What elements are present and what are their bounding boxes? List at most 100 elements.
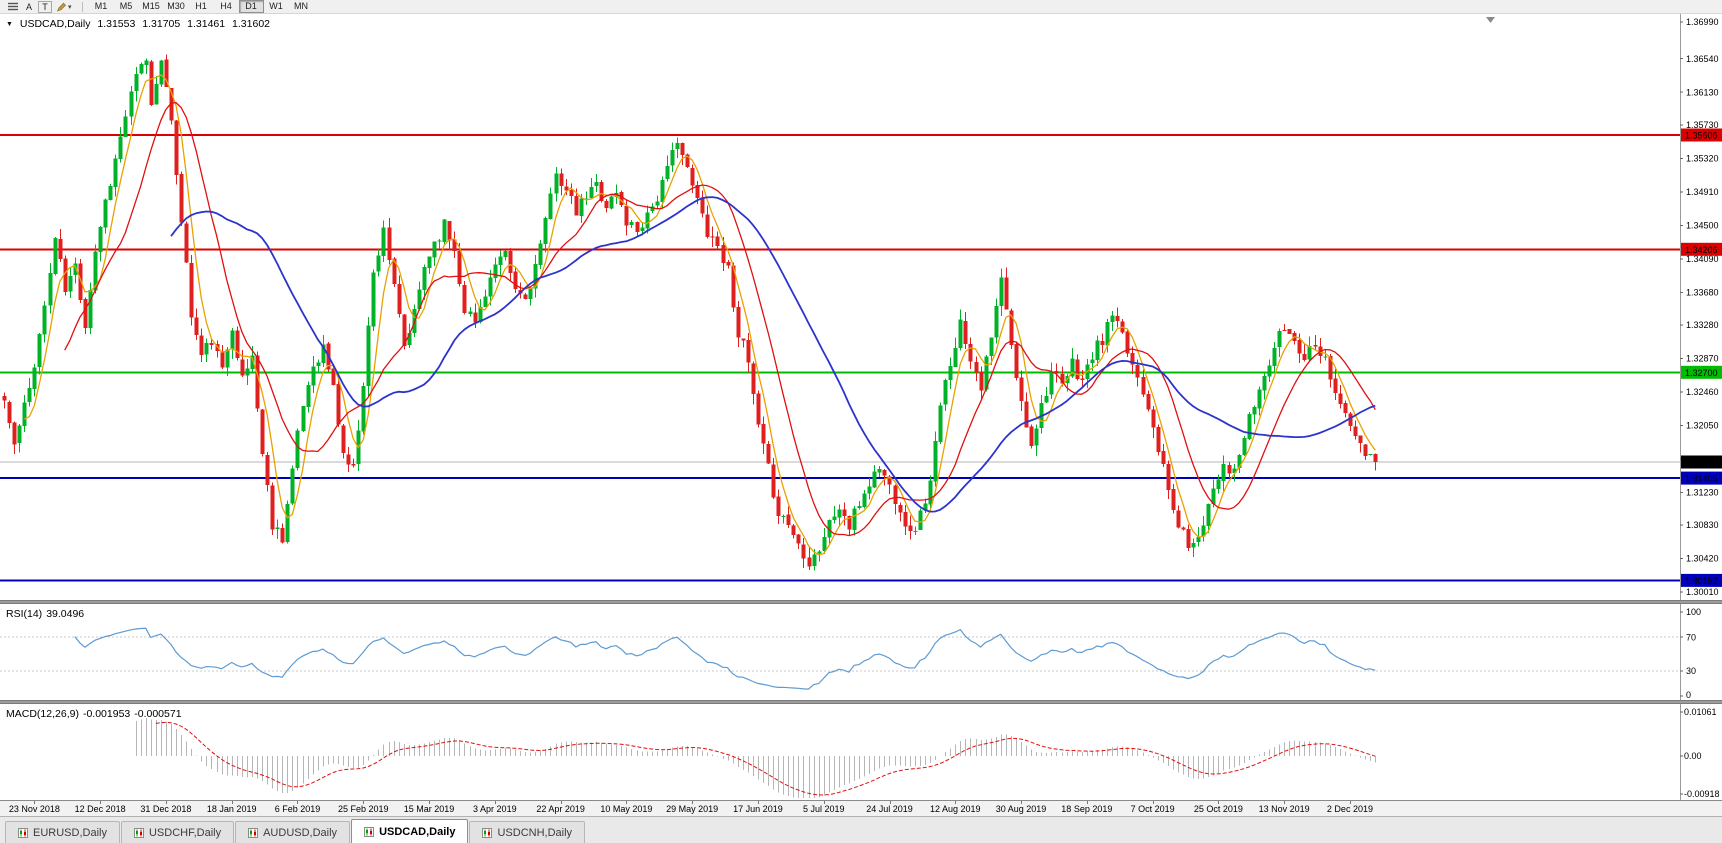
price-tick-label[interactable]: 1.33280 xyxy=(1686,320,1719,330)
period-button-m1[interactable]: M1 xyxy=(94,1,108,11)
tab-usdcnh-daily[interactable]: USDCNH,Daily xyxy=(469,821,586,843)
time-tick xyxy=(560,801,562,804)
date-label: 12 Aug 2019 xyxy=(929,804,981,814)
price-tick-label[interactable]: 1.30830 xyxy=(1686,520,1719,530)
svg-text:1.34206: 1.34206 xyxy=(1685,245,1718,255)
price-badge-1.31602: 1.31602 xyxy=(1681,455,1722,469)
svg-text:1.32700: 1.32700 xyxy=(1685,368,1718,378)
panel-splitter[interactable] xyxy=(0,600,1722,604)
tab-label: USDCNH,Daily xyxy=(497,826,573,839)
time-tick xyxy=(757,801,759,804)
time-tick xyxy=(231,801,233,804)
tab-usdchf-daily[interactable]: USDCHF,Daily xyxy=(120,821,235,843)
oneclick-arrow-icon[interactable]: ▼ xyxy=(6,21,13,28)
macd-chart-svg[interactable]: 0.01061 0.00 -0.00918 xyxy=(0,704,1722,800)
period-button-h4[interactable]: H4 xyxy=(220,1,232,11)
price-tick-label[interactable]: 1.34090 xyxy=(1686,254,1719,264)
date-label: 13 Nov 2019 xyxy=(1258,804,1310,814)
period-button-m30[interactable]: M30 xyxy=(167,1,185,11)
price-tick-label[interactable]: 1.36130 xyxy=(1686,87,1719,97)
date-label: 29 May 2019 xyxy=(666,804,719,814)
period-button-h1[interactable]: H1 xyxy=(195,1,207,11)
macd-label: MACD(12,26,9) -0.001953 -0.000571 xyxy=(6,708,186,720)
toolbar-divider xyxy=(81,1,83,12)
tab-label: USDCAD,Daily xyxy=(379,825,456,838)
price-tick-label[interactable]: 1.36990 xyxy=(1686,17,1719,27)
price-badge-1.35606: 1.35606 xyxy=(1681,128,1722,142)
date-label: 25 Feb 2019 xyxy=(337,804,389,814)
period-button-w1[interactable]: W1 xyxy=(269,1,283,11)
date-label: 12 Dec 2018 xyxy=(74,804,126,814)
time-tick xyxy=(1021,801,1023,804)
price-tick-label[interactable]: 1.32460 xyxy=(1686,387,1719,397)
windows-menu-icon[interactable] xyxy=(4,0,22,13)
period-button-m15[interactable]: M15 xyxy=(142,1,160,11)
chart-icon xyxy=(18,827,28,838)
ma-slow-line xyxy=(170,196,1376,513)
date-label: 24 Jul 2019 xyxy=(866,804,913,814)
time-tick xyxy=(494,801,496,804)
price-badge-1.31405: 1.31405 xyxy=(1681,471,1722,485)
panel-splitter[interactable] xyxy=(0,700,1722,704)
chevron-down-icon: ▾ xyxy=(68,3,72,11)
time-tick xyxy=(165,801,167,804)
price-tick-label[interactable]: 1.32870 xyxy=(1686,354,1719,364)
price-chart-svg[interactable]: 1.36990 1.36540 1.36130 1.35730 1.35320 1.349… xyxy=(0,14,1722,600)
date-label: 6 Feb 2019 xyxy=(274,804,321,814)
period-button-m5[interactable]: M5 xyxy=(119,1,133,11)
time-tick xyxy=(955,801,957,804)
date-label: 3 Apr 2019 xyxy=(473,804,517,814)
date-label: 18 Sep 2019 xyxy=(1061,804,1113,814)
cursor-a-button[interactable]: A xyxy=(22,0,36,13)
macd-tick-label: -0.00918 xyxy=(1684,789,1720,799)
rsi-tick-label: 100 xyxy=(1686,607,1701,617)
date-label: 30 Aug 2019 xyxy=(995,804,1047,814)
main-chart-panel[interactable]: ▼ USDCAD,Daily 1.31553 1.31705 1.31461 1… xyxy=(0,14,1722,600)
period-button-d1[interactable]: D1 xyxy=(238,0,264,13)
price-tick-label[interactable]: 1.35730 xyxy=(1686,120,1719,130)
time-tick xyxy=(34,801,36,804)
text-tool-button[interactable]: T xyxy=(38,0,52,13)
price-tick-label[interactable]: 1.34910 xyxy=(1686,187,1719,197)
macd-panel[interactable]: MACD(12,26,9) -0.001953 -0.000571 0.01061 0… xyxy=(0,704,1722,800)
time-tick xyxy=(1349,801,1351,804)
price-tick-label[interactable]: 1.36540 xyxy=(1686,54,1719,64)
rsi-chart-svg[interactable]: 100 70 30 0 xyxy=(0,604,1722,700)
time-axis[interactable]: 23 Nov 2018 12 Dec 2018 31 Dec 2018 18 Jan … xyxy=(0,800,1722,816)
rsi-name: RSI(14) xyxy=(6,608,43,620)
date-label: 23 Nov 2018 xyxy=(8,804,60,814)
price-tick-label[interactable]: 1.32050 xyxy=(1686,421,1719,431)
timeframe-buttons: M1 M5 M15 M30 H1 H4 D1 W1 MN xyxy=(89,0,314,13)
chart-icon xyxy=(482,827,493,838)
macd-tick-label: 0.01061 xyxy=(1684,707,1717,717)
price-badge-1.30152: 1.30152 xyxy=(1681,573,1722,587)
price-tick-label[interactable]: 1.35320 xyxy=(1686,154,1719,164)
tab-usdcad-daily[interactable]: USDCAD,Daily xyxy=(351,819,469,843)
tab-label: AUDUSD,Daily xyxy=(263,826,338,839)
rsi-line xyxy=(74,627,1376,690)
price-tick-label[interactable]: 1.34500 xyxy=(1686,221,1719,231)
tab-eurusd-daily[interactable]: EURUSD,Daily xyxy=(5,821,120,843)
top-toolbar: A T ▾ M1 M5 M15 M30 H1 H4 D1 W1 MN xyxy=(0,0,1722,14)
draw-tools-button[interactable]: ▾ xyxy=(52,0,76,13)
date-label: 25 Oct 2019 xyxy=(1193,804,1243,814)
macd-signal-value: -0.000571 xyxy=(134,708,182,720)
svg-text:1.31602: 1.31602 xyxy=(1685,458,1718,468)
price-tick-label[interactable]: 1.30010 xyxy=(1686,587,1719,597)
ma-mid-line xyxy=(64,101,1376,537)
ohlc-close: 1.31602 xyxy=(232,18,271,30)
rsi-panel[interactable]: RSI(14) 39.0496 100 70 30 0 xyxy=(0,604,1722,700)
chart-icon xyxy=(133,827,144,838)
tab-label: EURUSD,Daily xyxy=(33,826,107,839)
price-tick-label[interactable]: 1.30420 xyxy=(1686,554,1719,564)
tab-audusd-daily[interactable]: AUDUSD,Daily xyxy=(235,821,351,843)
date-label: 22 Apr 2019 xyxy=(536,804,585,814)
symbol-period-label: USDCAD,Daily xyxy=(19,18,91,30)
price-tick-label[interactable]: 1.33680 xyxy=(1686,288,1719,298)
tab-label: USDCHF,Daily xyxy=(148,826,222,839)
svg-text:1.31405: 1.31405 xyxy=(1685,474,1718,484)
period-button-mn[interactable]: MN xyxy=(294,1,309,11)
rsi-value: 39.0496 xyxy=(46,608,85,620)
chart-shift-marker-icon[interactable] xyxy=(1486,17,1495,23)
price-tick-label[interactable]: 1.31230 xyxy=(1686,488,1719,498)
